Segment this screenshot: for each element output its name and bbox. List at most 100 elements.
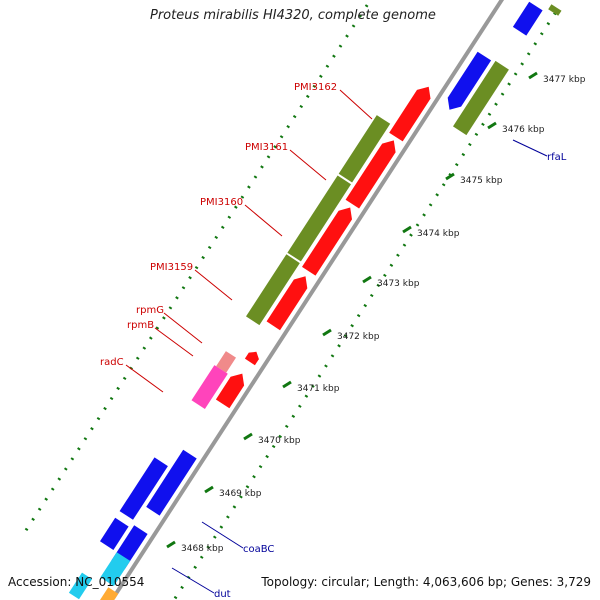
- tick-mark: [109, 396, 114, 401]
- tick-mark: [284, 424, 289, 429]
- tick-mark: [332, 54, 336, 58]
- tick-mark: [513, 72, 518, 76]
- tick-mark: [533, 42, 538, 46]
- tick-mark: [226, 515, 230, 519]
- tick-mark: [298, 404, 302, 408]
- gene-label[interactable]: dut: [214, 589, 231, 600]
- tick-mark: [44, 497, 48, 501]
- leader-line: [194, 269, 233, 301]
- tick-mark: [234, 205, 238, 209]
- gene-label[interactable]: PMI3162: [294, 82, 337, 93]
- map-title: Proteus mirabilis HI4320, complete genom…: [150, 8, 436, 23]
- gene-rpmb: [216, 351, 236, 373]
- gene-dut: [100, 552, 131, 587]
- tick-mark: [180, 585, 184, 590]
- tick-mark: [494, 102, 498, 106]
- tick-mark: [351, 24, 356, 28]
- gene-label[interactable]: rpmG: [136, 305, 164, 316]
- gene-label[interactable]: rfaL: [547, 152, 567, 163]
- gene-label[interactable]: coaBC: [243, 544, 274, 555]
- tick-mark: [175, 296, 179, 300]
- gene-top-blue: [512, 1, 543, 36]
- leader-line: [339, 89, 373, 120]
- tick-mark: [188, 276, 192, 280]
- tick-mark: [103, 406, 107, 411]
- tick-mark: [415, 223, 420, 227]
- tick-mark: [311, 384, 315, 388]
- tick-mark: [409, 233, 413, 237]
- gene-label[interactable]: PMI3159: [150, 262, 193, 273]
- gene-layer: [68, 1, 562, 600]
- tick-mark: [245, 485, 250, 489]
- gene-cyan-edge: [68, 572, 93, 600]
- tick-mark: [376, 283, 381, 288]
- gene-label[interactable]: PMI3160: [200, 197, 243, 208]
- major-tick-mark: [362, 275, 372, 284]
- tick-mark: [305, 94, 310, 99]
- leader-line: [244, 204, 283, 237]
- gene-label[interactable]: rpmB: [127, 320, 154, 331]
- tick-mark: [291, 414, 296, 418]
- tick-mark: [363, 303, 368, 308]
- tick-mark: [116, 386, 120, 391]
- tick-mark: [299, 104, 304, 109]
- tick-mark: [135, 356, 140, 360]
- tick-mark: [500, 92, 505, 96]
- tick-mark: [441, 183, 446, 187]
- tick-mark: [520, 62, 524, 66]
- tick-mark: [168, 306, 173, 310]
- tick-mark: [343, 334, 348, 338]
- tick-mark: [286, 125, 290, 129]
- tick-label: 3474 kbp: [417, 229, 460, 239]
- tick-mark: [266, 155, 271, 159]
- tick-mark: [507, 82, 511, 86]
- leader-line: [289, 149, 327, 181]
- accession-text: Accession: NC_010554: [8, 575, 145, 589]
- tick-mark: [526, 52, 531, 56]
- tick-mark: [319, 74, 323, 78]
- tick-mark: [220, 225, 225, 229]
- gene-pmi3160-block: [287, 175, 351, 262]
- leader-line: [171, 567, 215, 594]
- gene-pmi3161: [345, 140, 396, 209]
- tick-mark: [481, 122, 485, 126]
- tick-mark: [356, 313, 361, 318]
- tick-mark: [63, 467, 68, 471]
- tick-mark: [369, 293, 374, 298]
- gene-pmi3161-block: [338, 115, 391, 183]
- tick-mark: [345, 34, 349, 38]
- tick-mark: [77, 447, 81, 451]
- tick-label: 3475 kbp: [460, 176, 503, 186]
- tick-mark: [278, 434, 283, 439]
- tick-mark: [194, 265, 199, 270]
- tick-mark: [199, 555, 204, 559]
- tick-mark: [70, 457, 75, 461]
- tick-mark: [37, 507, 42, 511]
- major-tick-mark: [402, 225, 412, 234]
- major-tick-mark: [243, 432, 253, 441]
- gene-label[interactable]: PMI3161: [245, 142, 288, 153]
- tick-mark: [96, 416, 101, 421]
- tick-mark: [253, 175, 258, 179]
- tick-mark: [435, 193, 439, 197]
- gene-pmi3162: [389, 86, 431, 142]
- tick-mark: [461, 152, 466, 157]
- tick-mark: [402, 243, 407, 247]
- tick-mark: [122, 376, 127, 381]
- tick-mark: [271, 444, 276, 449]
- tick-mark: [219, 525, 224, 529]
- tick-mark: [212, 535, 217, 539]
- tick-mark: [193, 565, 197, 569]
- gene-label[interactable]: radC: [100, 357, 124, 368]
- tick-mark: [50, 487, 55, 491]
- tick-mark: [364, 4, 369, 8]
- tick-mark: [31, 517, 35, 521]
- tick-mark: [292, 114, 297, 119]
- leader-line: [201, 521, 244, 549]
- gene-top-olive: [548, 4, 562, 16]
- leader-line: [154, 327, 194, 357]
- tick-mark: [273, 145, 277, 149]
- tick-mark: [383, 273, 387, 278]
- tick-mark: [317, 374, 322, 378]
